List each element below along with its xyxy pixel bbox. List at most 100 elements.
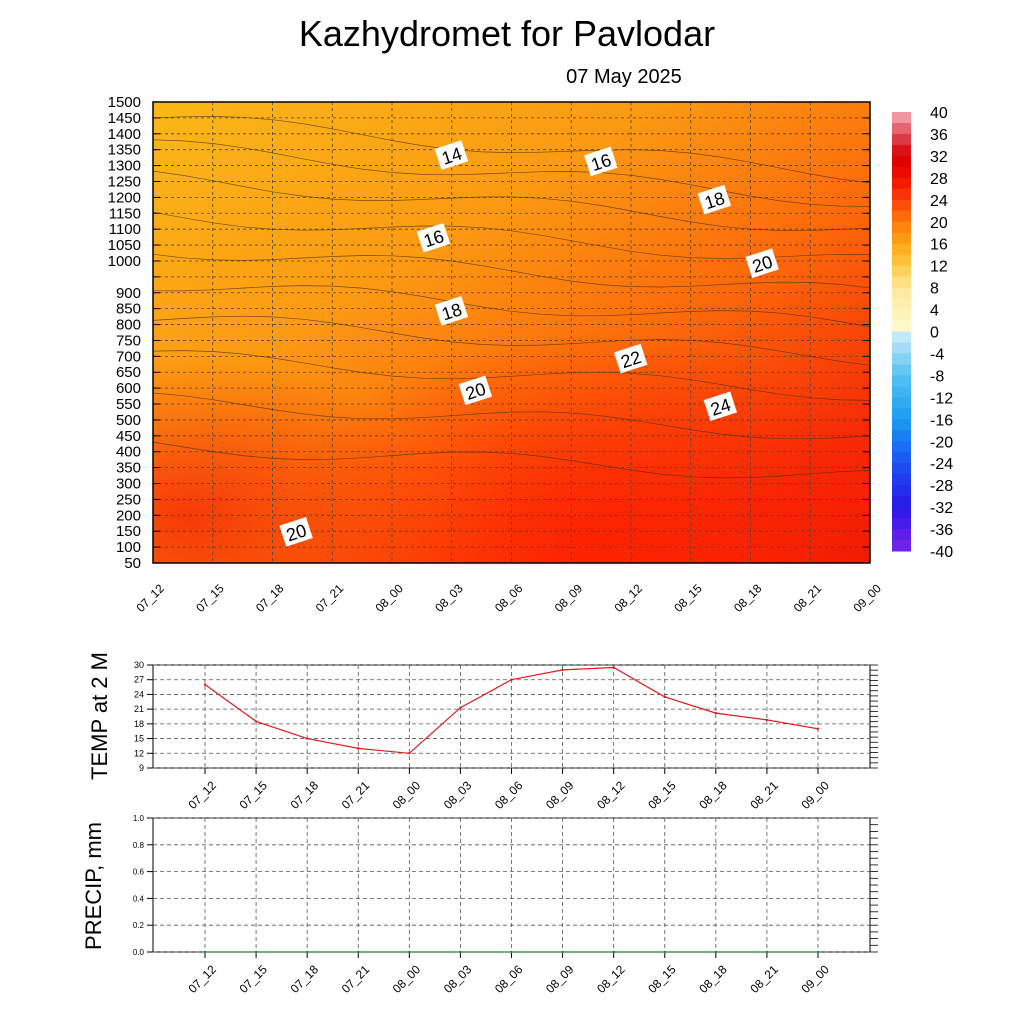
data-point [816, 950, 820, 954]
x-tick-label: 08_06 [492, 962, 526, 996]
colorbar-label: -12 [930, 390, 953, 407]
colorbar-band [892, 265, 911, 278]
colorbar-band [892, 276, 911, 289]
contour-label-box [584, 146, 618, 177]
colorbar-band [892, 221, 911, 234]
x-tick-label: 09_00 [798, 962, 832, 996]
temp-panel: 9 12 15 18 21 24 27 30 07_12 07_15 07_18 07_21 08_0… [87, 652, 878, 812]
y-tick-label: 600 [116, 380, 141, 397]
colorbar-label: 32 [930, 149, 948, 166]
colorbar-band [892, 441, 911, 453]
x-tick-label: 08_18 [696, 778, 730, 812]
x-tick-label: 08_18 [696, 962, 730, 996]
data-point [510, 950, 513, 954]
data-point [254, 720, 258, 723]
contour-label-box [745, 248, 779, 278]
data-point [612, 950, 615, 954]
data-point [357, 950, 360, 954]
data-point [408, 950, 411, 954]
colorbar-label: 12 [930, 259, 948, 276]
colorbar-label: 4 [930, 303, 939, 320]
precip-ylabel: PRECIP, mm [81, 822, 106, 950]
x-tick-label: 08_12 [594, 778, 628, 812]
y-tick-label: 1050 [108, 237, 141, 254]
data-point [459, 706, 462, 709]
contour-label-box [434, 296, 469, 326]
colorbar-band [892, 309, 911, 322]
data-point [510, 678, 513, 681]
colorbar-band [892, 144, 911, 157]
data-point [254, 950, 258, 954]
colorbar-band [892, 320, 911, 332]
contour-label-box [458, 375, 493, 406]
data-point [765, 950, 769, 954]
colorbar-band [892, 199, 911, 212]
y-tick-label: 1100 [109, 221, 141, 238]
data-point [561, 668, 564, 672]
y-tick-label: 700 [116, 348, 141, 365]
x-tick-label: 08_15 [645, 778, 679, 812]
y-tick-label: 0.6 [133, 868, 145, 877]
x-tick-label: 07_15 [193, 581, 227, 615]
contour-label: 22 [613, 343, 648, 374]
colorbar-band [892, 188, 911, 201]
y-tick-label: 0.4 [133, 894, 145, 903]
colorbar-band [892, 507, 911, 519]
contour-line [152, 139, 871, 207]
contour-line [152, 392, 871, 440]
contour-line [152, 285, 871, 328]
colorbar-band [892, 463, 911, 475]
x-tick-label: 08_12 [594, 962, 628, 996]
colorbar-band [892, 122, 911, 135]
x-tick-label: 08_15 [671, 581, 705, 615]
colorbar-label: -32 [930, 500, 953, 517]
x-tick-label: 08_21 [791, 581, 825, 615]
y-tick-label: 18 [134, 719, 144, 729]
colorbar-band [892, 529, 911, 541]
colorbar-label: 28 [930, 171, 948, 188]
colorbar-label: -28 [930, 478, 953, 495]
y-tick-label: 900 [116, 285, 141, 302]
y-tick-label: 250 [116, 491, 141, 508]
chart-title: Kazhydromet for Pavlodar [299, 13, 715, 54]
y-tick-label: 750 [116, 332, 141, 349]
x-tick-label: 07_15 [237, 778, 271, 812]
precip-panel: 0.0 0.2 0.4 0.6 0.8 1.0 07_12 07_15 07_18 07_21 0… [81, 814, 878, 996]
y-tick-label: 1350 [108, 142, 141, 159]
y-tick-label: 1500 [108, 94, 141, 111]
colorbar-band [892, 518, 911, 530]
y-tick-label: 850 [116, 301, 141, 318]
y-tick-label: 100 [116, 539, 141, 556]
colorbar-band [892, 540, 911, 552]
contour-label: 16 [584, 146, 618, 177]
contour-label-box [434, 140, 469, 170]
data-point [203, 683, 207, 686]
x-tick-label: 08_03 [441, 778, 475, 812]
x-tick-label: 07_21 [339, 778, 373, 812]
colorbar-band [892, 166, 911, 179]
colorbar-band [892, 232, 911, 245]
y-tick-label: 1.0 [133, 814, 145, 823]
contour-label: 20 [279, 517, 313, 547]
colorbar-label: 16 [930, 237, 948, 254]
data-point [357, 747, 360, 750]
colorbar-band [892, 133, 911, 146]
y-tick-label: 27 [134, 675, 144, 685]
colorbar-label: 24 [930, 193, 948, 210]
colorbar-band [892, 364, 911, 376]
chart-subtitle: 07 May 2025 [566, 66, 682, 88]
colorbar-band [892, 474, 911, 486]
contour-line [152, 441, 871, 479]
x-tick-label: 08_21 [747, 778, 781, 812]
y-tick-label: 1250 [108, 173, 141, 190]
colorbar-band [892, 342, 911, 354]
y-tick-label: 0.2 [133, 921, 145, 930]
contour-label-box [703, 391, 738, 422]
colorbar-label: -16 [930, 412, 953, 429]
y-tick-label: 1300 [108, 158, 141, 175]
x-tick-label: 08_03 [441, 962, 475, 996]
x-tick-label: 07_15 [237, 962, 271, 996]
y-tick-label: 450 [116, 428, 141, 445]
contour-line [152, 170, 871, 231]
contour-label-box [613, 343, 648, 374]
